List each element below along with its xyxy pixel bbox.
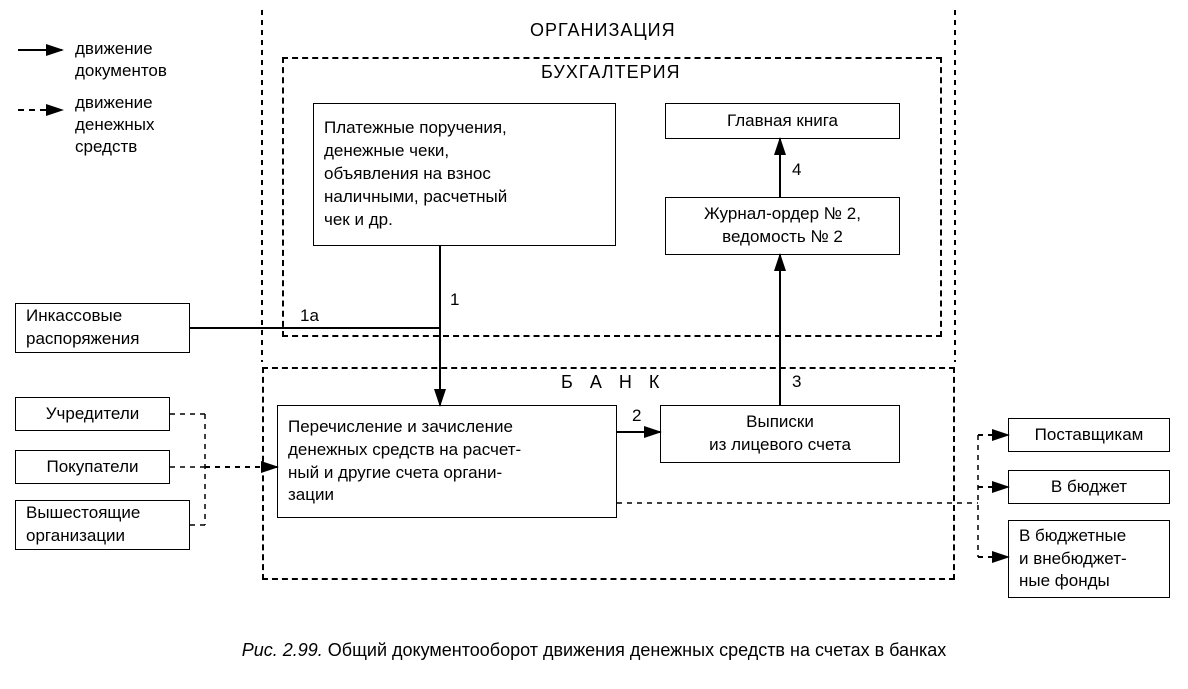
node-founders: Учредители [15,397,170,431]
node-higher-orgs: Вышестоящиеорганизации [15,500,190,550]
node-journal: Журнал-ордер № 2,ведомость № 2 [665,197,900,255]
figure-caption: Рис. 2.99. Общий документооборот движени… [0,640,1188,661]
node-suppliers: Поставщикам [1008,418,1170,452]
flowchart-diagram: движениедокументов движениеденежныхсредс… [0,0,1188,689]
legend-solid-text: движениедокументов [75,38,167,82]
legend-dashed-text: движениеденежныхсредств [75,92,155,158]
caption-text: Общий документооборот движения денежных … [328,640,947,660]
accounting-title: БУХГАЛТЕРИЯ [535,62,687,83]
node-collection-orders: Инкассовыераспоряжения [15,303,190,353]
node-statements: Выпискииз лицевого счета [660,405,900,463]
node-buyers: Покупатели [15,450,170,484]
caption-prefix: Рис. 2.99. [242,640,323,660]
node-transfer: Перечисление и зачислениеденежных средст… [277,405,617,518]
bank-title: Б А Н К [555,372,671,393]
edge-label-3: 3 [790,372,803,392]
edge-label-1: 1 [448,290,461,310]
node-funds: В бюджетныеи внебюджет-ные фонды [1008,520,1170,598]
node-budget: В бюджет [1008,470,1170,504]
node-payment-docs: Платежные поручения,денежные чеки,объявл… [313,103,616,246]
edge-label-1a: 1а [298,306,321,326]
edge-label-4: 4 [790,160,803,180]
edge-label-2: 2 [630,406,643,426]
node-ledger: Главная книга [665,103,900,139]
